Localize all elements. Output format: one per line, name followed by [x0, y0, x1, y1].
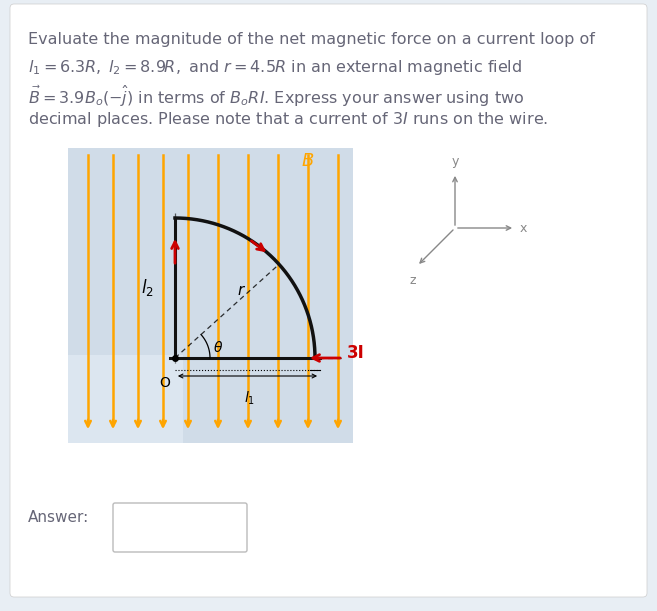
Text: z: z	[410, 274, 417, 287]
Text: r: r	[237, 284, 244, 299]
Text: $B$: $B$	[302, 152, 315, 170]
Text: $l_1$: $l_1$	[244, 390, 256, 408]
Text: $l_2$: $l_2$	[141, 277, 154, 299]
Text: $\vec{B} = 3.9B_o(-\hat{j})$ in terms of $B_oRI$. Express your answer using two: $\vec{B} = 3.9B_o(-\hat{j})$ in terms of…	[28, 84, 524, 109]
Bar	[68, 148, 353, 443]
Bar	[68, 355, 183, 443]
FancyBboxPatch shape	[10, 4, 647, 597]
Text: $\theta$: $\theta$	[213, 340, 223, 356]
Text: x: x	[520, 222, 528, 235]
FancyBboxPatch shape	[113, 503, 247, 552]
Text: 3I: 3I	[347, 344, 365, 362]
Text: O: O	[160, 376, 170, 390]
Text: Evaluate the magnitude of the net magnetic force on a current loop of: Evaluate the magnitude of the net magnet…	[28, 32, 595, 47]
Text: $l_1 = 6.3R,\; l_2 = 8.9R,$ and $r = 4.5R$ in an external magnetic field: $l_1 = 6.3R,\; l_2 = 8.9R,$ and $r = 4.5…	[28, 58, 522, 77]
Text: Answer:: Answer:	[28, 510, 89, 525]
Text: y: y	[451, 155, 459, 168]
Text: decimal places. Please note that a current of $3I$ runs on the wire.: decimal places. Please note that a curre…	[28, 110, 548, 129]
